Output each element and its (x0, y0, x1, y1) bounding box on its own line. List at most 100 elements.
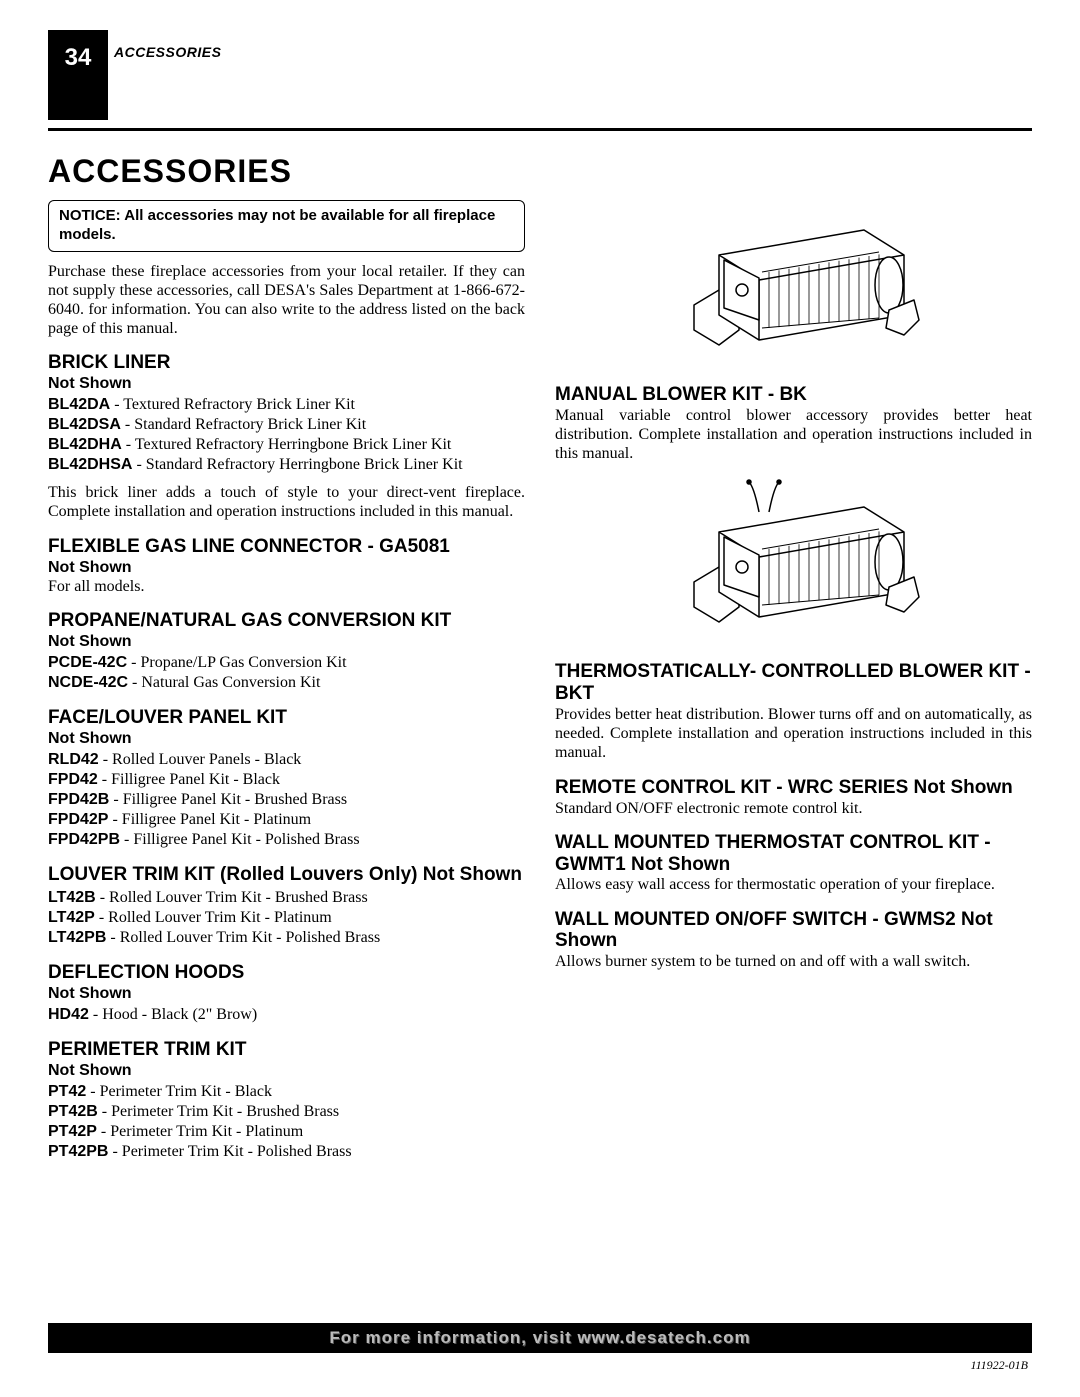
blower-diagram-icon (664, 200, 924, 370)
part-list: HD42 - Hood - Black (2" Brow) (48, 1005, 525, 1025)
part-desc: - Standard Refractory Herringbone Brick … (132, 456, 462, 473)
section-title: BRICK LINER (48, 352, 525, 374)
part-list: LT42B - Rolled Louver Trim Kit - Brushed… (48, 888, 525, 948)
accessory-section: FACE/LOUVER PANEL KITNot Shown RLD42 - Ro… (48, 707, 525, 850)
part-code: FPD42P (48, 811, 108, 828)
part-desc: - Rolled Louver Trim Kit - Platinum (95, 909, 332, 926)
section-body: Allows easy wall access for thermostatic… (555, 875, 1032, 894)
part-row: HD42 - Hood - Black (2" Brow) (48, 1005, 525, 1025)
part-desc: - Filligree Panel Kit - Platinum (108, 811, 311, 828)
section-body: Provides better heat distribution. Blowe… (555, 705, 1032, 763)
part-desc: - Rolled Louver Trim Kit - Polished Bras… (106, 929, 380, 946)
intro-text: Purchase these fireplace accessories fro… (48, 262, 525, 339)
footer-text: For more information, visit www.desatech… (329, 1328, 750, 1348)
part-desc: - Filligree Panel Kit - Polished Brass (120, 831, 360, 848)
notice-box: NOTICE: All accessories may not be avail… (48, 200, 525, 252)
part-code: NCDE-42C (48, 674, 128, 691)
accessory-section: BRICK LINERNot Shown BL42DA - Textured Re… (48, 352, 525, 521)
section-body: Manual variable control blower accessory… (555, 406, 1032, 464)
part-row: BL42DSA - Standard Refractory Brick Line… (48, 415, 525, 435)
part-code: BL42DSA (48, 416, 121, 433)
section-title: DEFLECTION HOODS (48, 962, 525, 984)
accessory-section: FLEXIBLE GAS LINE CONNECTOR - GA5081Not … (48, 536, 525, 596)
page-content: 34 ACCESSORIES ACCESSORIES NOTICE: All a… (0, 0, 1080, 1170)
section-title: WALL MOUNTED ON/OFF SWITCH - GWMS2 Not S… (555, 909, 1032, 953)
part-row: PT42P - Perimeter Trim Kit - Platinum (48, 1122, 525, 1142)
page-number: 34 (65, 44, 92, 72)
part-desc: - Propane/LP Gas Conversion Kit (127, 654, 346, 671)
header-rule (48, 128, 1032, 131)
main-title: ACCESSORIES (48, 153, 1032, 190)
accessory-section: PERIMETER TRIM KITNot Shown PT42 - Perime… (48, 1039, 525, 1162)
part-code: FPD42PB (48, 831, 120, 848)
section-body: This brick liner adds a touch of style t… (48, 483, 525, 521)
part-desc: - Textured Refractory Brick Liner Kit (110, 396, 355, 413)
section-subtitle: Not Shown (48, 374, 525, 393)
header: 34 ACCESSORIES (48, 30, 1032, 120)
part-code: FPD42B (48, 791, 109, 808)
accessory-section: THERMOSTATICALLY- CONTROLLED BLOWER KIT … (555, 477, 1032, 762)
part-desc: - Filligree Panel Kit - Black (98, 771, 280, 788)
part-desc: - Rolled Louver Panels - Black (99, 751, 302, 768)
part-row: FPD42B - Filligree Panel Kit - Brushed B… (48, 790, 525, 810)
accessory-section: WALL MOUNTED ON/OFF SWITCH - GWMS2 Not S… (555, 909, 1032, 972)
part-row: PT42PB - Perimeter Trim Kit - Polished B… (48, 1142, 525, 1162)
part-row: BL42DHA - Textured Refractory Herringbon… (48, 435, 525, 455)
two-column-layout: NOTICE: All accessories may not be avail… (48, 200, 1032, 1170)
section-subtitle: Not Shown (48, 558, 525, 577)
part-row: FPD42 - Filligree Panel Kit - Black (48, 770, 525, 790)
part-row: PT42 - Perimeter Trim Kit - Black (48, 1082, 525, 1102)
part-row: PT42B - Perimeter Trim Kit - Brushed Bra… (48, 1102, 525, 1122)
part-desc: - Hood - Black (2" Brow) (89, 1006, 257, 1023)
right-sections: MANUAL BLOWER KIT - BKManual variable co… (555, 200, 1032, 971)
section-subtitle: Not Shown (48, 984, 525, 1003)
part-row: NCDE-42C - Natural Gas Conversion Kit (48, 673, 525, 693)
section-title: PROPANE/NATURAL GAS CONVERSION KIT (48, 610, 525, 632)
left-sections: BRICK LINERNot ShownBL42DA - Textured Re… (48, 352, 525, 1162)
section-body: Allows burner system to be turned on and… (555, 952, 1032, 971)
part-code: LT42PB (48, 929, 106, 946)
part-code: HD42 (48, 1006, 89, 1023)
part-code: PT42PB (48, 1143, 108, 1160)
accessory-section: REMOTE CONTROL KIT - WRC SERIES Not Show… (555, 777, 1032, 818)
part-row: LT42P - Rolled Louver Trim Kit - Platinu… (48, 908, 525, 928)
part-row: RLD42 - Rolled Louver Panels - Black (48, 750, 525, 770)
part-code: RLD42 (48, 751, 99, 768)
section-body: Standard ON/OFF electronic remote contro… (555, 799, 1032, 818)
part-code: BL42DHA (48, 436, 122, 453)
section-title: FACE/LOUVER PANEL KIT (48, 707, 525, 729)
accessory-section: MANUAL BLOWER KIT - BKManual variable co… (555, 200, 1032, 463)
part-desc: - Standard Refractory Brick Liner Kit (121, 416, 366, 433)
part-list: BL42DA - Textured Refractory Brick Liner… (48, 395, 525, 475)
part-desc: - Filligree Panel Kit - Brushed Brass (109, 791, 347, 808)
accessory-section: DEFLECTION HOODSNot Shown HD42 - Hood - B… (48, 962, 525, 1025)
part-code: FPD42 (48, 771, 98, 788)
accessory-section: PROPANE/NATURAL GAS CONVERSION KITNot Sh… (48, 610, 525, 693)
section-title: MANUAL BLOWER KIT - BK (555, 384, 1032, 406)
part-code: BL42DHSA (48, 456, 132, 473)
blower-diagram-icon (664, 477, 924, 647)
part-list: PT42 - Perimeter Trim Kit - BlackPT42B -… (48, 1082, 525, 1162)
section-subtitle: Not Shown (48, 1061, 525, 1080)
left-column: NOTICE: All accessories may not be avail… (48, 200, 525, 1170)
section-subtitle: Not Shown (48, 729, 525, 748)
part-row: FPD42P - Filligree Panel Kit - Platinum (48, 810, 525, 830)
section-title: FLEXIBLE GAS LINE CONNECTOR - GA5081 (48, 536, 525, 558)
section-title: PERIMETER TRIM KIT (48, 1039, 525, 1061)
part-desc: - Natural Gas Conversion Kit (128, 674, 320, 691)
document-number: 111922-01B (970, 1358, 1028, 1373)
header-label: ACCESSORIES (108, 30, 1032, 60)
accessory-section: WALL MOUNTED THERMOSTAT CONTROL KIT - GW… (555, 832, 1032, 895)
part-code: BL42DA (48, 396, 110, 413)
part-row: BL42DHSA - Standard Refractory Herringbo… (48, 455, 525, 475)
part-code: LT42B (48, 889, 96, 906)
part-desc: - Perimeter Trim Kit - Black (86, 1083, 272, 1100)
section-title: WALL MOUNTED THERMOSTAT CONTROL KIT - GW… (555, 832, 1032, 876)
part-code: PT42 (48, 1083, 86, 1100)
part-code: LT42P (48, 909, 95, 926)
part-code: PCDE-42C (48, 654, 127, 671)
part-desc: - Perimeter Trim Kit - Polished Brass (108, 1143, 351, 1160)
section-body: For all models. (48, 577, 525, 596)
part-row: BL42DA - Textured Refractory Brick Liner… (48, 395, 525, 415)
part-list: RLD42 - Rolled Louver Panels - BlackFPD4… (48, 750, 525, 850)
